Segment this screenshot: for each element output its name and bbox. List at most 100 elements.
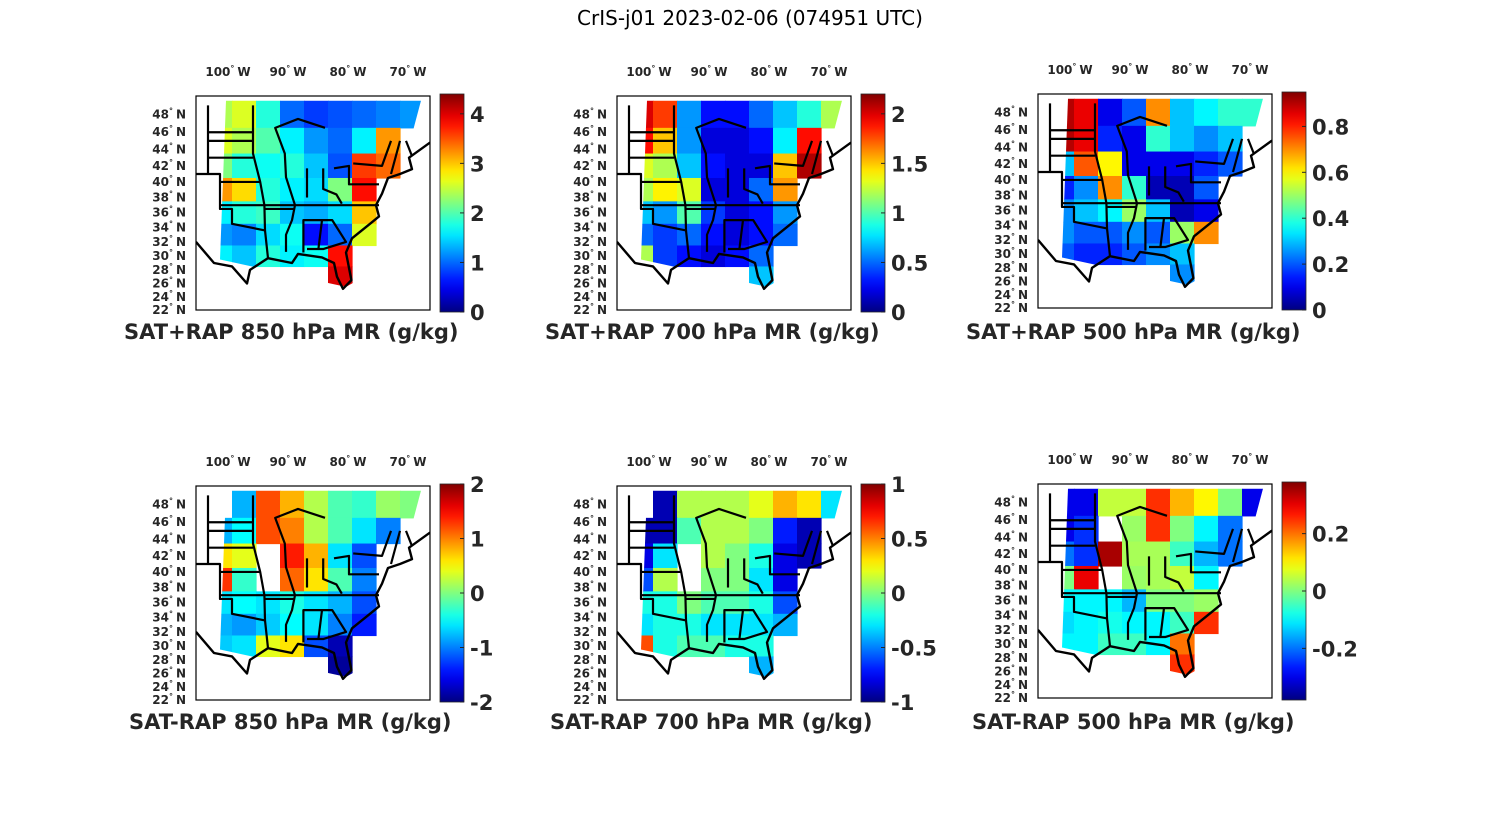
heatmap-cell [1194,199,1219,223]
heatmap-cell [1098,221,1123,245]
heatmap-cell [304,543,329,569]
heatmap-cell [677,613,702,637]
heatmap-cell [725,613,750,637]
heatmap-cell [701,223,726,247]
heatmap-cell [641,100,654,129]
heatmap-cell [677,223,702,247]
y-tick-label: 22° N [994,690,1028,705]
heatmap-cell [304,201,329,225]
heatmap-cell [701,201,726,225]
colorbar-tick-label: 0 [1312,580,1327,604]
y-tick-label: 22° N [573,302,607,317]
y-tick-label: 22° N [152,302,186,317]
colorbar-tick-label: -1 [891,691,914,715]
y-tick-label: 26° N [152,275,186,290]
y-tick-label: 44° N [994,139,1028,154]
colorbar-tick-label: -1 [470,637,493,661]
y-tick-label: 22° N [994,300,1028,315]
heatmap-cell [304,127,329,155]
y-tick-label: 26° N [152,665,186,680]
heatmap-cell [701,567,726,592]
heatmap-cell [1062,98,1075,127]
y-tick-label: 48° N [994,494,1028,509]
colorbar-tick-label: 0.5 [891,528,928,552]
y-tick-label: 30° N [573,248,607,263]
heatmap-cell [1122,565,1147,590]
y-tick-label: 32° N [152,234,186,249]
heatmap-cell [376,100,401,129]
heatmap-cell [328,201,353,225]
axes-frame [195,95,431,311]
y-tick-label: 38° N [152,190,186,205]
y-tick-label: 36° N [152,595,186,610]
y-tick-label: 42° N [573,158,607,173]
heatmap-cell [328,567,353,592]
y-tick-label: 42° N [994,546,1028,561]
heatmap-cell [280,177,305,202]
heatmap-cell [1194,515,1219,543]
map-axes: 100° W 90° W 80° W 70° W 48° N 46° N 44° N 42° N40° N38°… [994,62,1349,323]
y-tick-label: 28° N [573,652,607,667]
heatmap-cell [749,266,774,287]
heatmap-cell [1074,611,1099,635]
heatmap-cell [400,100,421,129]
heatmap-cell [1242,488,1263,517]
heatmap-cell [1218,488,1243,517]
heatmap-cell [653,591,678,615]
heatmap-cell [701,613,726,637]
y-tick-label: 30° N [994,246,1028,261]
heatmap-cell [328,591,353,615]
y-tick-label: 34° N [152,219,186,234]
y-tick-label: 48° N [994,104,1028,119]
y-tick-label: 38° N [573,580,607,595]
x-tick-label: 80° W [330,454,367,469]
heatmap-cell [1098,98,1123,127]
colorbar-tick-label: 1 [470,528,485,552]
heatmap-cell [256,153,281,179]
y-tick-label: 28° N [994,650,1028,665]
y-tick-label: 44° N [573,141,607,156]
x-tick-label: 80° W [751,454,788,469]
x-tick-label: 70° W [390,454,427,469]
heatmap-cell [725,223,750,247]
heatmap-cell [1074,221,1099,245]
heatmap-cells [1062,488,1263,675]
panel-title: SAT-RAP 500 hPa MR (g/kg) [972,710,1295,734]
heatmap-cell [328,127,353,155]
heatmap-cell [256,613,281,637]
heatmap-cell [280,201,305,225]
y-tick-label: 26° N [994,663,1028,678]
panel-sat-rap-850: 100° W 90° W 80° W 70° W 48° N 46° N 44° N 42° N 40° N 38°… [120,58,540,358]
heatmap-cell [352,613,377,637]
heatmap-cell [725,127,750,155]
x-tick-label: 80° W [330,64,367,79]
heatmap-cell [280,153,305,179]
heatmap-cell [701,177,726,202]
heatmap-cell [749,127,774,155]
y-tick-label: 30° N [152,638,186,653]
coastline [1038,529,1272,679]
heatmap-cell [653,613,678,637]
y-tick-label: 22° N [152,692,186,707]
axes-frame [1037,483,1273,699]
heatmap-cell [352,223,377,247]
heatmap-cell [1170,515,1195,543]
map-axes: 100° W 90° W 80° W 70° W 48° N 46° N 44° N 42° N40° N38°… [152,454,493,715]
y-tick-label: 40° N [152,174,186,189]
heatmap-cell [749,177,774,202]
y-tick-label: 36° N [573,205,607,220]
heatmap-cell [1194,488,1219,517]
heatmap-cell [725,517,750,545]
heatmap-cell [328,490,353,519]
y-tick-label: 38° N [573,190,607,205]
heatmap-cell [352,127,377,155]
heatmap-cell [725,201,750,225]
heatmap-cell [376,490,401,519]
map-axes: 100° W 90° W 80° W 70° W 48° N 46° N 44° N 42° N40° N38°… [994,452,1358,705]
heatmap-cells [220,490,421,677]
heatmap-cell [1074,199,1099,223]
y-tick-label: 32° N [573,234,607,249]
y-tick-label: 38° N [152,580,186,595]
heatmap-cell [1074,589,1099,613]
colorbar-tick-label: 0.6 [1312,161,1349,185]
